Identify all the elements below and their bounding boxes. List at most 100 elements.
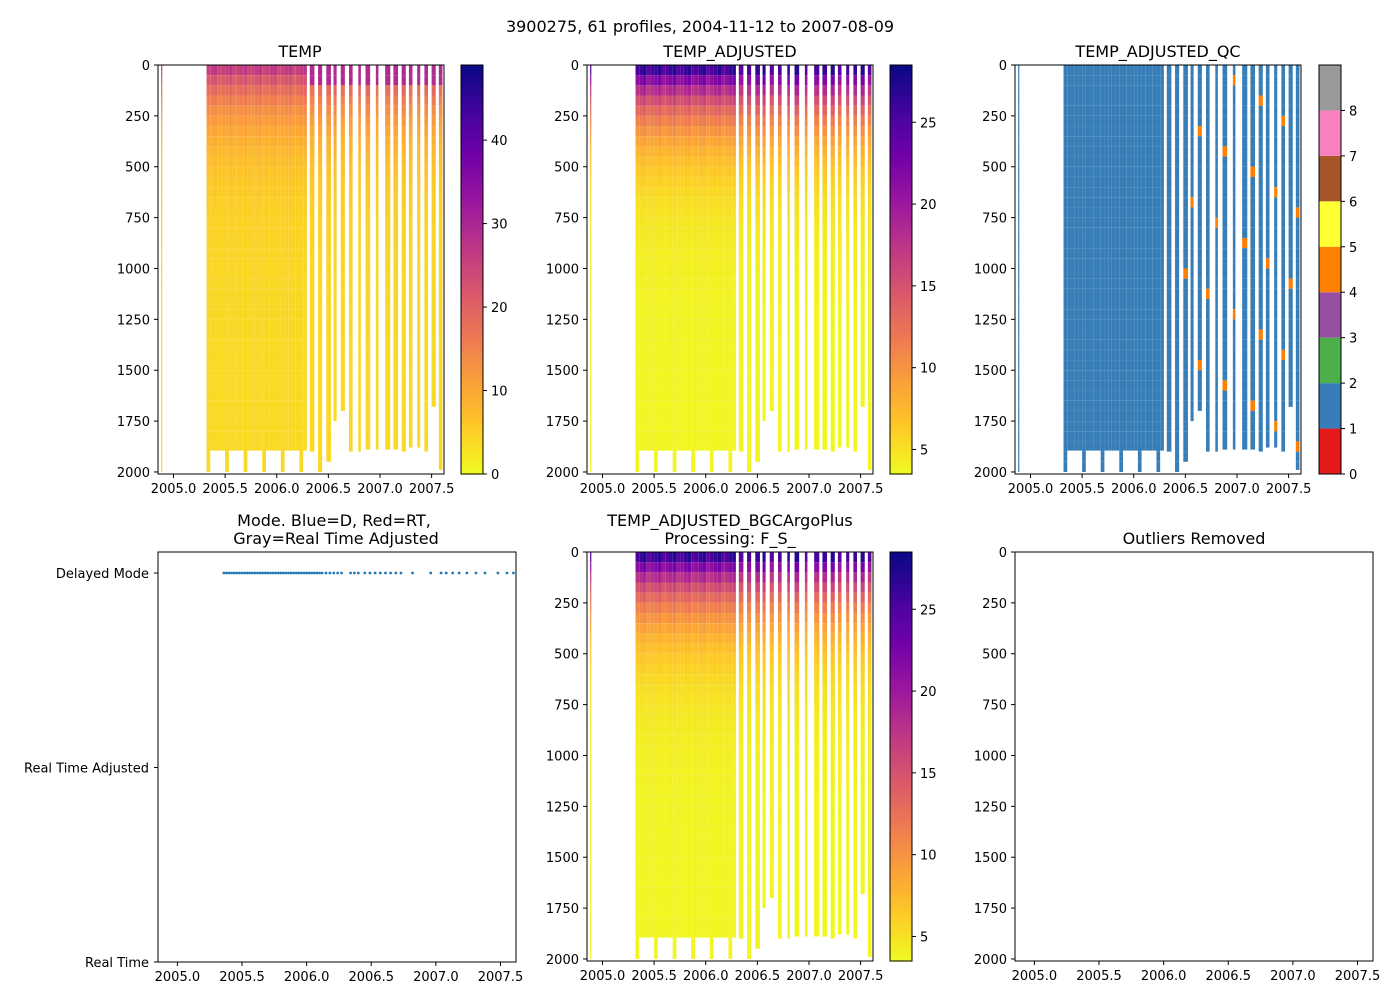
heatmap-cell bbox=[1078, 421, 1083, 432]
heatmap-cell bbox=[755, 136, 760, 147]
heatmap-cell bbox=[161, 380, 163, 391]
heatmap-cell bbox=[251, 217, 255, 228]
heatmap-cell bbox=[687, 126, 692, 137]
heatmap-cell bbox=[375, 176, 379, 188]
heatmap-cell bbox=[340, 309, 345, 320]
heatmap-cell bbox=[1070, 278, 1075, 289]
heatmap-cell bbox=[228, 299, 233, 310]
heatmap-cell bbox=[284, 258, 289, 269]
heatmap-cell bbox=[408, 217, 413, 228]
heatmap-cell bbox=[206, 156, 211, 167]
heatmap-cell bbox=[1190, 95, 1194, 106]
heatmap-cell bbox=[408, 258, 413, 269]
heatmap-cell bbox=[698, 85, 703, 96]
heatmap-cell bbox=[1190, 370, 1194, 381]
heatmap-cell bbox=[247, 95, 252, 106]
heatmap-cell bbox=[1197, 370, 1202, 381]
heatmap-cell bbox=[1115, 278, 1120, 289]
heatmap-cell bbox=[221, 197, 226, 208]
heatmap-cell bbox=[239, 187, 244, 198]
heatmap-cell bbox=[1067, 176, 1071, 188]
heatmap-cell bbox=[654, 309, 658, 320]
heatmap-cell bbox=[213, 166, 218, 177]
colorbar-step bbox=[461, 151, 483, 158]
heatmap-cell bbox=[672, 197, 677, 208]
heatmap-cell bbox=[867, 451, 872, 462]
heatmap-cell bbox=[206, 400, 211, 411]
heatmap-cell bbox=[1108, 85, 1112, 96]
heatmap-cell bbox=[277, 166, 281, 177]
heatmap-cell bbox=[787, 75, 790, 86]
heatmap-cell bbox=[408, 410, 413, 422]
heatmap-cell bbox=[1156, 75, 1161, 86]
heatmap-cell bbox=[288, 166, 293, 177]
y-tick-label: 1250 bbox=[117, 313, 150, 328]
heatmap-cell bbox=[1074, 441, 1079, 451]
heatmap-cell bbox=[642, 75, 647, 86]
heatmap-cell bbox=[408, 156, 413, 167]
heatmap-cell bbox=[732, 421, 736, 432]
heatmap-cell bbox=[424, 370, 428, 381]
colorbar-step bbox=[890, 105, 912, 112]
heatmap-cell bbox=[1175, 441, 1180, 452]
heatmap-cell bbox=[1096, 207, 1101, 218]
heatmap-cell bbox=[1067, 258, 1071, 269]
heatmap-cell bbox=[732, 126, 736, 137]
heatmap-cell bbox=[232, 288, 237, 300]
heatmap-cell bbox=[814, 268, 820, 279]
heatmap-cell bbox=[860, 248, 865, 259]
heatmap-cell bbox=[1082, 146, 1086, 157]
heatmap-cell bbox=[837, 237, 842, 249]
heatmap-cell bbox=[1093, 75, 1097, 86]
heatmap-cell bbox=[161, 441, 163, 452]
heatmap-cell bbox=[717, 197, 722, 208]
heatmap-cell bbox=[694, 410, 699, 422]
heatmap-cell bbox=[225, 349, 229, 361]
heatmap-cell bbox=[728, 329, 733, 340]
heatmap-cell bbox=[340, 380, 345, 391]
heatmap-cell bbox=[706, 176, 710, 188]
heatmap-cell bbox=[236, 75, 240, 86]
heatmap-cell bbox=[1152, 115, 1157, 127]
heatmap-cell bbox=[706, 166, 710, 177]
colorbar-step bbox=[890, 111, 912, 117]
heatmap-cell bbox=[262, 197, 266, 208]
heatmap-cell bbox=[247, 115, 252, 127]
heatmap-cell bbox=[326, 319, 331, 330]
heatmap-cell bbox=[867, 207, 872, 218]
heatmap-cell bbox=[680, 400, 684, 411]
heatmap-cell bbox=[1018, 227, 1020, 238]
heatmap-cell bbox=[254, 400, 259, 411]
heatmap-cell bbox=[717, 75, 722, 86]
heatmap-cell bbox=[778, 197, 782, 208]
heatmap-cell bbox=[417, 65, 421, 76]
heatmap-cell bbox=[654, 339, 658, 350]
heatmap-cell bbox=[654, 461, 658, 472]
heatmap-cell bbox=[251, 85, 255, 96]
heatmap-cell bbox=[1160, 339, 1164, 350]
heatmap-cell bbox=[258, 258, 263, 269]
colorbar-step bbox=[461, 463, 483, 470]
heatmap-cell bbox=[778, 248, 782, 259]
heatmap-cell bbox=[830, 309, 835, 320]
colorbar-step bbox=[461, 85, 483, 92]
heatmap-cell bbox=[1078, 390, 1083, 401]
heatmap-cell bbox=[822, 431, 828, 442]
heatmap-cell bbox=[830, 65, 835, 76]
colorbar-tick-label: 30 bbox=[491, 218, 508, 233]
heatmap-cell bbox=[713, 390, 718, 401]
heatmap-cell bbox=[318, 329, 323, 340]
heatmap-cell bbox=[303, 309, 307, 320]
heatmap-cell bbox=[665, 380, 669, 391]
heatmap-cell bbox=[1145, 75, 1150, 86]
heatmap-cell bbox=[265, 421, 270, 432]
heatmap-cell bbox=[747, 329, 752, 340]
heatmap-cell bbox=[1141, 227, 1146, 238]
heatmap-cell bbox=[295, 288, 300, 300]
heatmap-cell bbox=[1149, 319, 1153, 330]
heatmap-cell bbox=[1166, 329, 1172, 340]
heatmap-cell bbox=[830, 95, 835, 106]
heatmap-cell bbox=[326, 299, 331, 310]
heatmap-cell bbox=[1137, 339, 1142, 350]
colorbar-step bbox=[890, 427, 912, 434]
